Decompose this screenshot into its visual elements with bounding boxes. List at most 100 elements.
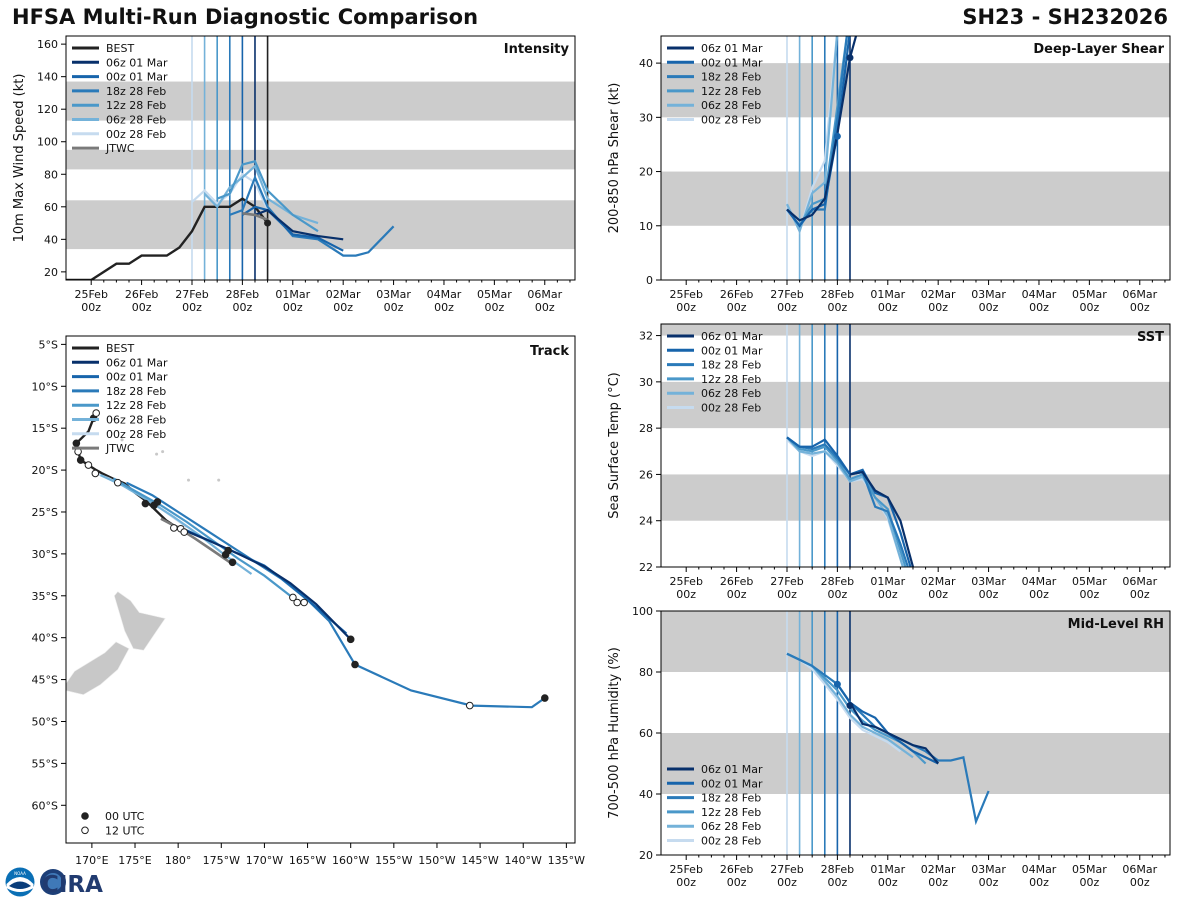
run-marker <box>833 132 841 140</box>
axes-frame <box>65 35 576 281</box>
x-tick-label: 05Mar <box>477 288 512 301</box>
x-tick-label: 00z <box>827 588 847 601</box>
axes-frame <box>660 323 1171 568</box>
noaa-seal-icon: NOAA <box>5 867 35 897</box>
position-12utc <box>180 528 188 536</box>
panel-title: Intensity <box>504 42 570 57</box>
jtwc-line <box>242 212 269 222</box>
series-line-0 <box>849 470 915 567</box>
panel-title: Track <box>530 344 569 359</box>
x-tick-label: 140°W <box>505 854 542 867</box>
x-tick-label: 28Feb <box>821 288 854 301</box>
panel-title: SST <box>1137 330 1164 345</box>
legend-label: 06z 01 Mar <box>106 356 168 369</box>
y-tick-label: 120 <box>37 103 58 116</box>
x-tick-label: 170°E <box>75 854 108 867</box>
legend-label: 06z 01 Mar <box>106 56 168 69</box>
y-tick-label: 20°S <box>32 464 58 477</box>
legend-label: 12z 28 Feb <box>106 99 166 112</box>
legend-label: 00z 28 Feb <box>106 428 166 441</box>
legend-label: 06z 28 Feb <box>106 414 166 427</box>
x-tick-label: 03Mar <box>971 288 1006 301</box>
threshold-band <box>661 171 1170 226</box>
y-tick-label: 10 <box>639 220 653 233</box>
x-tick-label: 00z <box>727 876 747 889</box>
threshold-band <box>66 149 575 170</box>
x-tick-label: 00z <box>1130 588 1150 601</box>
x-tick-label: 00z <box>1130 301 1150 314</box>
threshold-band <box>661 324 1170 336</box>
x-tick-label: 00z <box>878 588 898 601</box>
x-tick-label: 26Feb <box>720 288 753 301</box>
x-tick-label: 01Mar <box>870 575 905 588</box>
position-12utc <box>92 409 100 417</box>
panel-intensity: 2040608010012014016025Feb00z26Feb00z27Fe… <box>12 35 576 314</box>
x-tick-label: 02Mar <box>921 575 956 588</box>
legend-label: 18z 28 Feb <box>701 71 761 84</box>
y-tick-label: 140 <box>37 71 58 84</box>
position-00utc <box>351 660 359 669</box>
y-tick-label: 30°S <box>32 548 58 561</box>
x-tick-label: 00z <box>132 301 152 314</box>
position-12utc <box>300 598 308 607</box>
x-tick-label: 00z <box>283 301 303 314</box>
x-tick-label: 00z <box>827 301 847 314</box>
y-tick-label: 50°S <box>32 715 58 728</box>
x-tick-label: 01Mar <box>870 863 905 876</box>
x-tick-label: 00z <box>928 301 948 314</box>
legend-label: 00z 01 Mar <box>106 71 168 84</box>
legend-label: 06z 28 Feb <box>701 387 761 400</box>
legend-label: 06z 28 Feb <box>701 820 761 833</box>
track-line-0 <box>186 530 352 641</box>
position-12utc <box>293 598 302 607</box>
best-track-line <box>75 412 188 533</box>
run-marker <box>833 680 841 688</box>
series-line-4 <box>786 436 904 567</box>
x-tick-label: 175°W <box>203 854 240 867</box>
x-tick-label: 00z <box>535 301 555 314</box>
x-tick-label: 28Feb <box>821 863 854 876</box>
legend-label: 18z 28 Feb <box>106 85 166 98</box>
axes-frame <box>65 335 576 844</box>
legend-label: 12z 28 Feb <box>701 806 761 819</box>
figure-title-right: SH23 - SH232026 <box>962 5 1168 29</box>
x-tick-label: 00z <box>979 588 999 601</box>
x-tick-label: 27Feb <box>770 288 803 301</box>
y-tick-label: 40 <box>44 233 58 246</box>
position-12utc <box>289 593 297 602</box>
x-tick-label: 04Mar <box>1022 288 1057 301</box>
series-line-5 <box>786 652 902 753</box>
series-line-3 <box>786 436 907 567</box>
legend-label: BEST <box>106 342 134 355</box>
x-tick-label: 00z <box>676 301 696 314</box>
position-00utc <box>221 550 230 559</box>
x-tick-label: 05Mar <box>1072 288 1107 301</box>
plot-area <box>786 324 915 567</box>
island <box>161 450 165 454</box>
x-tick-label: 02Mar <box>921 863 956 876</box>
series-line-2 <box>229 174 395 257</box>
y-tick-label: 32 <box>639 330 653 343</box>
position-00utc <box>153 498 162 506</box>
x-tick-label: 00z <box>727 588 747 601</box>
x-tick-label: 27Feb <box>770 863 803 876</box>
x-tick-label: 135°W <box>548 854 585 867</box>
y-tick-label: 40 <box>639 57 653 70</box>
threshold-band <box>66 81 575 121</box>
y-tick-label: 24 <box>639 515 653 528</box>
y-tick-label: 35°S <box>32 590 58 603</box>
y-tick-label: 60°S <box>32 799 58 812</box>
x-tick-label: 00z <box>676 876 696 889</box>
threshold-band <box>661 381 1170 429</box>
y-axis-label: Sea Surface Temp (°C) <box>607 372 622 519</box>
y-tick-label: 160 <box>37 38 58 51</box>
x-tick-label: 00z <box>434 301 454 314</box>
x-tick-label: 00z <box>979 876 999 889</box>
x-tick-label: 02Mar <box>326 288 361 301</box>
legend-label: 06z 28 Feb <box>701 99 761 112</box>
legend-label: 00z 28 Feb <box>106 128 166 141</box>
marker-swatch <box>81 826 89 835</box>
